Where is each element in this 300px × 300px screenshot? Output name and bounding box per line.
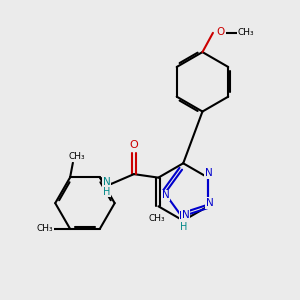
Text: CH₃: CH₃ [238, 28, 254, 38]
Text: N: N [206, 198, 214, 208]
Text: N: N [179, 212, 187, 221]
Text: O: O [217, 27, 225, 37]
Text: N: N [182, 210, 190, 220]
Text: CH₃: CH₃ [68, 152, 85, 161]
Text: N: N [103, 177, 110, 187]
Text: CH₃: CH₃ [148, 214, 165, 223]
Text: H: H [103, 187, 110, 196]
Text: N: N [162, 190, 170, 200]
Text: H: H [179, 222, 187, 232]
Text: CH₃: CH₃ [36, 224, 53, 233]
Text: O: O [130, 140, 138, 151]
Text: N: N [205, 168, 213, 178]
